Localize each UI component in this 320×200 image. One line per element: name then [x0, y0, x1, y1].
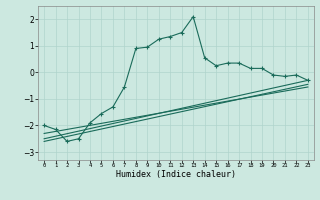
- X-axis label: Humidex (Indice chaleur): Humidex (Indice chaleur): [116, 170, 236, 179]
